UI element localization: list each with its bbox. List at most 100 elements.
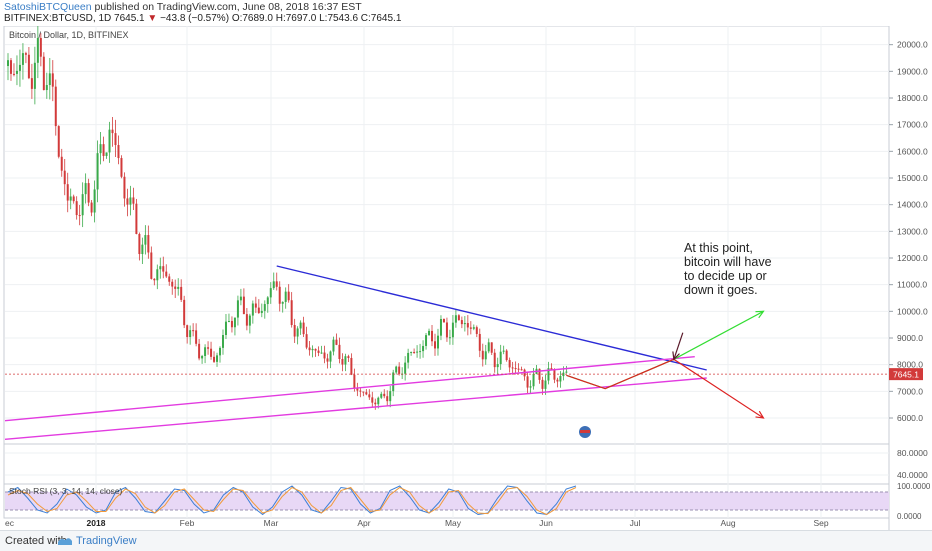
arrowhead-down-scenario — [755, 410, 765, 419]
candle-body — [248, 315, 251, 326]
candle-body — [472, 327, 475, 329]
last-price: 7645.1 — [114, 13, 145, 24]
candle-body — [520, 369, 523, 371]
candle-body — [550, 368, 553, 370]
candle-body — [439, 319, 442, 336]
x-tick-label: Aug — [720, 518, 735, 528]
candle-body — [305, 334, 308, 348]
candle-body — [389, 391, 392, 402]
candle-body — [227, 320, 230, 322]
candle-body — [147, 235, 150, 253]
candle-body — [72, 196, 75, 202]
candle-body — [233, 317, 236, 328]
tradingview-logo-icon — [58, 538, 72, 545]
candle-body — [466, 323, 469, 328]
candle-body — [93, 189, 96, 213]
candle-body — [144, 235, 147, 245]
candle-body — [57, 126, 60, 157]
y-tick-label: 10000.0 — [897, 306, 928, 316]
candle-body — [192, 330, 195, 332]
candle-body — [487, 342, 490, 352]
candle-body — [30, 78, 33, 89]
candle-body — [368, 394, 371, 398]
candle-body — [123, 176, 126, 199]
candle-body — [386, 396, 389, 402]
candle-body — [108, 129, 111, 153]
candle-body — [111, 129, 114, 134]
candle-body — [171, 281, 174, 287]
secondary-pane-frame — [3, 443, 890, 485]
arrow-down-scenario — [566, 358, 764, 419]
candle-body — [287, 291, 290, 301]
candle-body — [129, 197, 132, 205]
candle-body — [365, 392, 368, 395]
candle-body — [526, 376, 529, 388]
candle-body — [341, 358, 344, 365]
tradingview-link[interactable]: TradingView — [76, 535, 137, 547]
y-tick-label: 17000.0 — [897, 120, 928, 130]
candle-body — [496, 364, 499, 368]
candle-body — [299, 322, 302, 329]
candle-body — [216, 355, 219, 362]
candle-body — [105, 152, 108, 156]
candle-body — [84, 183, 87, 195]
ohlc-values: O:7689.0 H:7697.0 L:7543.6 C:7645.1 — [231, 13, 402, 24]
candle-body — [120, 158, 123, 177]
down-triangle-icon: ▼ — [147, 13, 158, 24]
candle-body — [159, 266, 162, 270]
created-with-label: Created with — [5, 535, 67, 547]
candle-body — [39, 38, 42, 57]
x-tick-label: Mar — [264, 518, 279, 528]
y-tick-label: 9000.0 — [897, 333, 923, 343]
candle-body — [398, 366, 401, 374]
candle-body — [75, 201, 78, 216]
candle-body — [433, 341, 436, 349]
x-tick-label: Sep — [813, 518, 828, 528]
candle-body — [219, 347, 222, 356]
candle-body — [186, 325, 189, 338]
y-tick-label: 7000.0 — [897, 386, 923, 396]
y-tick-label: 11000.0 — [897, 280, 927, 290]
trendline-resistance — [276, 265, 707, 371]
candle-body — [359, 390, 362, 392]
x-tick-label: 2018 — [87, 518, 106, 528]
candle-body — [356, 388, 359, 391]
candle-body — [442, 319, 445, 323]
annotation-text: At this point, bitcoin will have to decide… — [684, 241, 772, 297]
candle-body — [290, 300, 293, 326]
candle-body — [296, 328, 299, 337]
candle-body — [257, 307, 260, 314]
candle-body — [272, 281, 275, 289]
candle-body — [117, 145, 120, 159]
candle-body — [436, 335, 439, 349]
candle-body — [362, 391, 365, 393]
candle-body — [308, 347, 311, 351]
candle-body — [562, 372, 565, 377]
candle-body — [263, 304, 266, 311]
candle-body — [553, 369, 556, 380]
candle-body — [254, 303, 257, 308]
stoch-title: Stoch RSI (3, 3, 14, 14, close) — [9, 486, 123, 496]
candle-body — [260, 310, 263, 314]
candle-body — [302, 322, 305, 335]
candle-body — [275, 281, 278, 287]
candle-body — [78, 215, 81, 217]
candle-body — [353, 374, 356, 389]
candle-body — [469, 327, 472, 329]
candle-body — [90, 202, 93, 213]
candle-body — [189, 330, 192, 338]
main-pane-frame — [3, 26, 890, 445]
candle-body — [344, 356, 347, 365]
candle-body — [511, 367, 514, 369]
candle-body — [463, 323, 466, 325]
y-tick-label: 18000.0 — [897, 93, 928, 103]
candle-body — [559, 376, 562, 382]
x-tick-label: Jul — [630, 518, 641, 528]
price-chart[interactable]: 20000.0 19000.0 18000.0 17000.0 16000.0 15000… — [0, 26, 932, 530]
candle-body — [505, 350, 508, 361]
annotation-line: to decide up or — [684, 269, 767, 283]
candle-body — [9, 60, 12, 74]
author-link[interactable]: SatoshiBTCQueen — [4, 1, 92, 13]
candle-body — [517, 368, 520, 370]
candle-body — [168, 276, 171, 282]
